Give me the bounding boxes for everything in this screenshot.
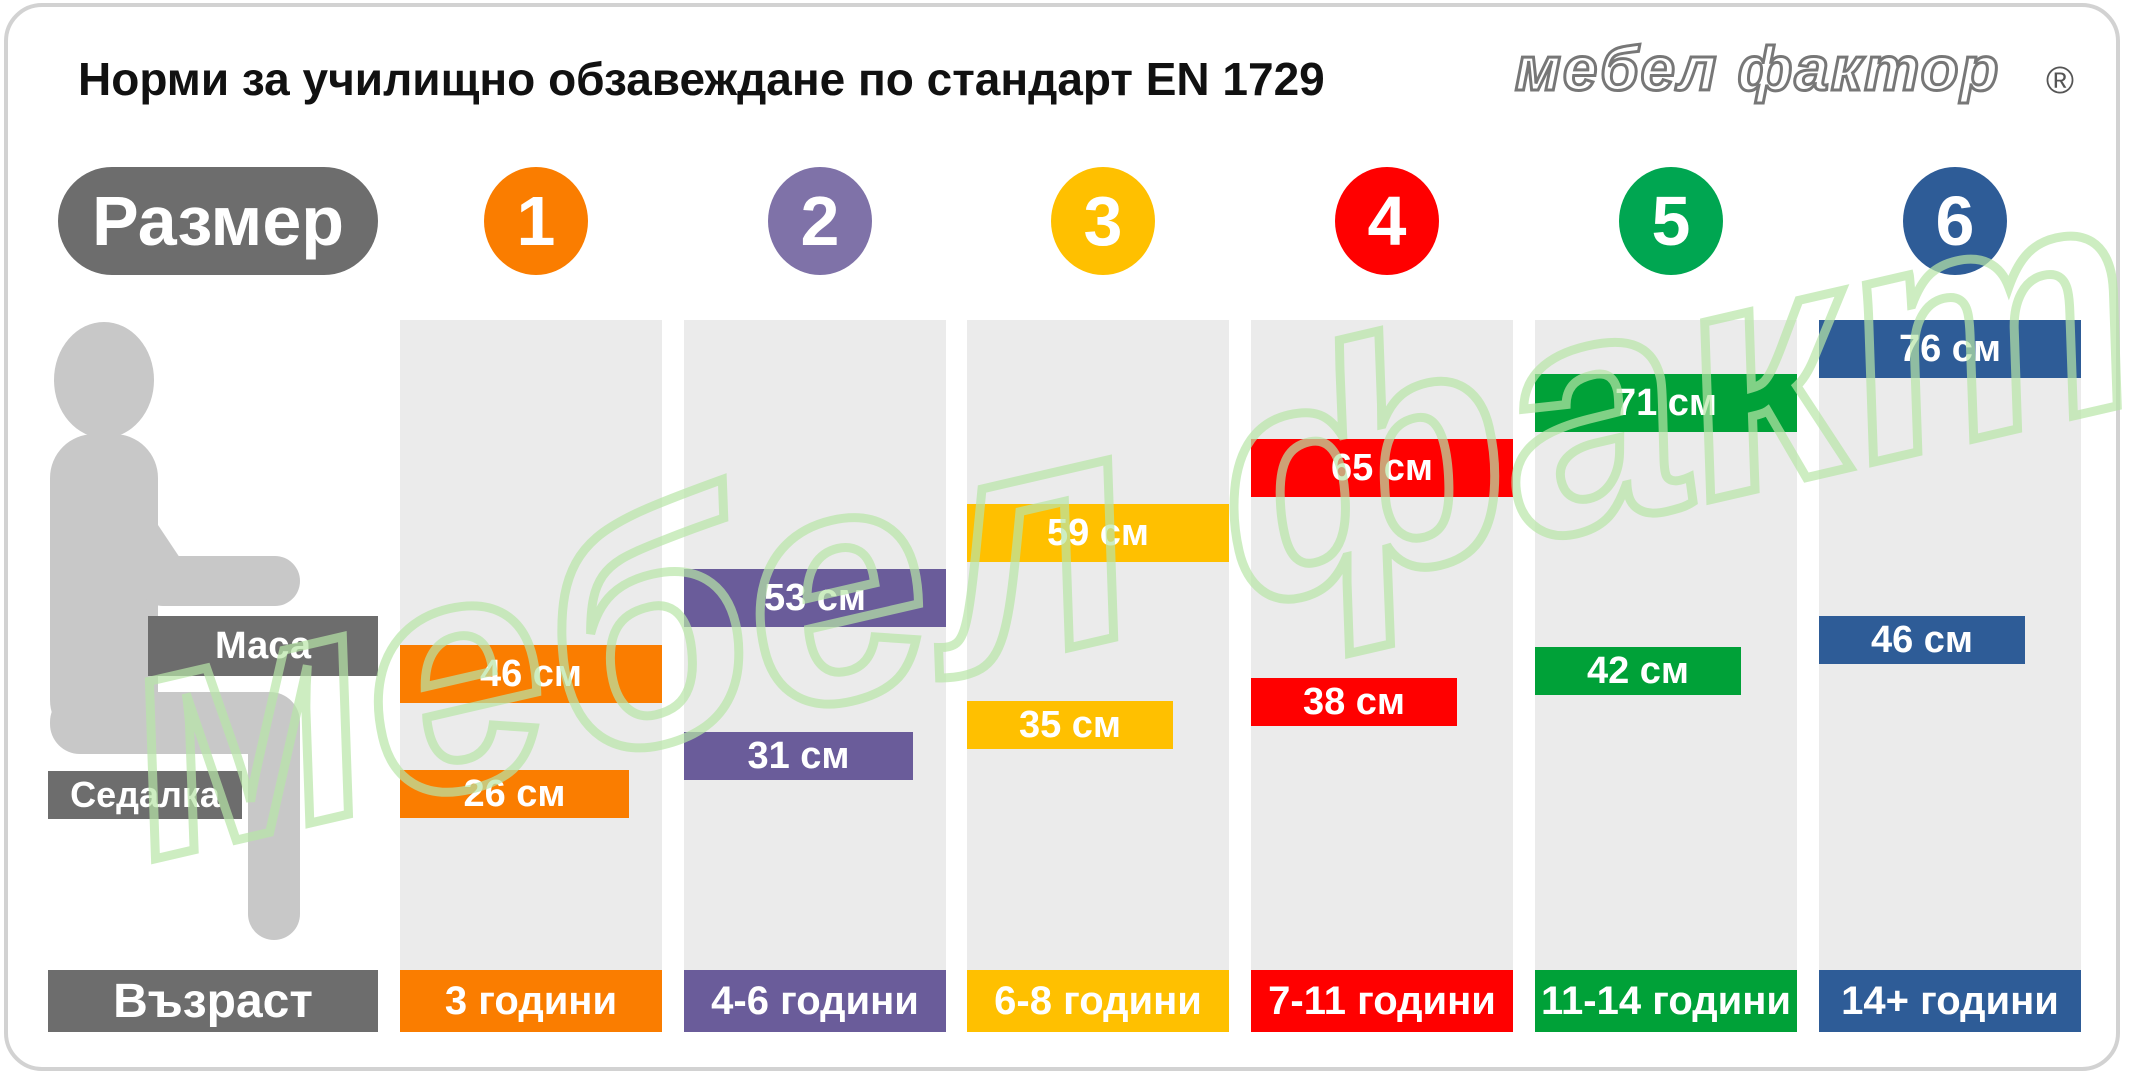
size-number-6: 6 bbox=[1903, 167, 2007, 275]
table-height-bar-2: 53 см bbox=[684, 569, 946, 627]
size-column-4 bbox=[1251, 320, 1513, 970]
seat-height-bar-2: 31 см bbox=[684, 732, 913, 780]
size-column-2 bbox=[684, 320, 946, 970]
page-title: Норми за училищно обзавеждане по стандар… bbox=[78, 53, 1325, 105]
size-number-5: 5 bbox=[1619, 167, 1723, 275]
age-label-3: 6-8 години bbox=[967, 970, 1229, 1032]
seat-height-bar-3: 35 см bbox=[967, 701, 1173, 749]
seated-person-icon bbox=[50, 322, 300, 940]
table-row-label: Маса bbox=[148, 616, 378, 676]
age-label-4: 7-11 години bbox=[1251, 970, 1513, 1032]
age-label-2: 4-6 години bbox=[684, 970, 946, 1032]
size-header-pill: Размер bbox=[58, 167, 378, 275]
table-height-bar-1: 46 см bbox=[400, 645, 662, 703]
seat-height-bar-4: 38 см bbox=[1251, 678, 1457, 726]
age-label-5: 11-14 години bbox=[1535, 970, 1797, 1032]
size-number-3: 3 bbox=[1051, 167, 1155, 275]
age-row-label: Възраст bbox=[48, 970, 378, 1032]
size-column-3 bbox=[967, 320, 1229, 970]
table-height-bar-3: 59 см bbox=[967, 504, 1229, 562]
table-height-bar-5: 71 см bbox=[1535, 374, 1797, 432]
seat-height-bar-6: 46 см bbox=[1819, 616, 2025, 664]
registered-mark: ® bbox=[2046, 60, 2074, 102]
brand-logo: мебел фактор bbox=[1513, 34, 2001, 106]
seat-height-bar-1: 26 см bbox=[400, 770, 629, 818]
table-height-bar-6: 76 см bbox=[1819, 320, 2081, 378]
seat-height-bar-5: 42 см bbox=[1535, 647, 1741, 695]
size-number-4: 4 bbox=[1335, 167, 1439, 275]
table-height-bar-4: 65 см bbox=[1251, 439, 1513, 497]
seat-row-label: Седалка bbox=[48, 771, 242, 819]
size-number-2: 2 bbox=[768, 167, 872, 275]
size-number-1: 1 bbox=[484, 167, 588, 275]
age-label-1: 3 години bbox=[400, 970, 662, 1032]
age-label-6: 14+ години bbox=[1819, 970, 2081, 1032]
